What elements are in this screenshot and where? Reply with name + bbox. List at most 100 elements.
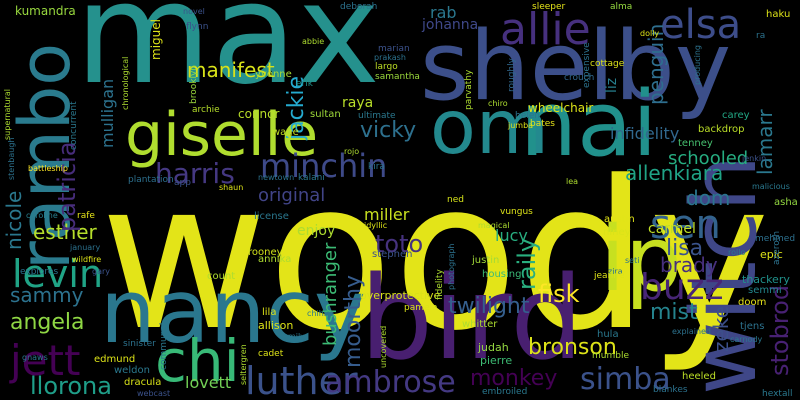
cloud-word: newtown (258, 173, 295, 182)
cloud-word: asha (774, 197, 798, 208)
cloud-word: app (174, 178, 191, 188)
cloud-word: jeanne (594, 271, 625, 281)
cloud-word: crouch (564, 73, 595, 83)
cloud-word: wheelchair (528, 101, 594, 115)
cloud-word: max (75, 0, 381, 116)
cloud-word: deborah (340, 2, 378, 12)
cloud-word: sinister (123, 339, 156, 349)
cloud-word: tenney (678, 138, 713, 149)
cloud-word: sleeper (532, 2, 566, 12)
cloud-word: original (258, 185, 326, 206)
cloud-word: raily (513, 237, 541, 290)
cloud-word: cadet (258, 349, 284, 359)
cloud-word: elsa (660, 2, 742, 48)
cloud-word: om (430, 83, 549, 171)
cloud-word: esther (33, 220, 97, 244)
cloud-word: miller (364, 205, 410, 224)
cloud-word: magical (478, 221, 510, 230)
cloud-word: bird (360, 252, 584, 386)
cloud-word: buzz (640, 267, 724, 308)
cloud-word: seti (625, 256, 640, 265)
cloud-word: edmund (94, 354, 136, 365)
cloud-word: zeke (709, 306, 733, 352)
cloud-word: pamela (404, 303, 438, 313)
cloud-word: marian (378, 44, 410, 54)
cloud-word: miguel (149, 19, 163, 60)
cloud-word: ip (600, 207, 683, 312)
cloud-word: gnaws (22, 353, 48, 362)
cloud-word: simba (580, 362, 671, 397)
cloud-word: carey (722, 110, 750, 121)
cloud-word: kumandra (15, 4, 76, 18)
cloud-word: idyllic (364, 221, 388, 230)
cloud-word: rab (430, 3, 457, 22)
cloud-word: monkey (470, 366, 558, 391)
cloud-word: mulligan (98, 78, 117, 148)
cloud-word: sammy (10, 283, 84, 307)
cloud-word: mehmed (755, 234, 796, 244)
cloud-word: fidelity (435, 269, 445, 300)
cloud-word: stephen (372, 249, 413, 260)
cloud-word: archie (192, 105, 220, 115)
cloud-word: toto (375, 230, 424, 258)
cloud-word: sultan (310, 109, 341, 120)
cloud-word: azeroth (772, 230, 782, 265)
cloud-word: stobrod (766, 284, 794, 376)
cloud-word: samantha (375, 72, 420, 82)
cloud-word: allenkiara (625, 161, 724, 185)
cloud-word: jenkin (742, 154, 767, 163)
cloud-word: abbie (302, 37, 325, 46)
cloud-word: angela (10, 310, 85, 335)
cloud-word: kira (368, 162, 385, 172)
cloud-word: yvonne (255, 69, 292, 80)
cloud-word: battleship (28, 164, 68, 173)
cloud-word: doom (738, 297, 767, 308)
cloud-word: uncovered (379, 325, 388, 368)
cloud-word: erik (296, 79, 313, 89)
cloud-word: bushranger (320, 242, 341, 346)
cloud-word: vungus (500, 207, 533, 217)
cloud-word: bates (530, 119, 555, 129)
cloud-word: shelby (420, 12, 732, 122)
cloud-word: lovett (185, 373, 232, 392)
cloud-word: flynn (186, 22, 209, 32)
cloud-word: fisk (538, 280, 580, 308)
cloud-word: patricia (53, 141, 81, 232)
cloud-word: count (207, 271, 236, 282)
cloud-word: enjoy (297, 223, 336, 239)
cloud-word: judah (478, 341, 509, 354)
cloud-word: giselle (125, 100, 319, 170)
cloud-word: twilight (448, 294, 530, 319)
cloud-word: connor (238, 107, 280, 121)
cloud-word: caroline (26, 211, 58, 220)
cloud-word: wildfire (72, 255, 102, 264)
cloud-word: communal (159, 322, 169, 370)
cloud-word: malicious (752, 182, 790, 191)
cloud-word: allison (258, 319, 294, 332)
cloud-word: housing (482, 269, 522, 280)
cloud-word: allie (500, 4, 591, 55)
cloud-word: brooklyn (189, 65, 199, 104)
cloud-word: levin (12, 252, 104, 296)
cloud-word: zira (608, 267, 623, 276)
cloud-word: epic (760, 248, 783, 261)
cloud-word: overprotective (360, 289, 441, 302)
cloud-word: license (254, 211, 289, 222)
cloud-word: bronson (528, 335, 617, 360)
cloud-word: rojo (344, 147, 360, 156)
cloud-word: chi (155, 327, 240, 395)
cloud-word: largo (375, 62, 398, 72)
cloud-word: heeled (682, 371, 716, 382)
cloud-word: dracula (124, 377, 162, 388)
cloud-word: hextall (762, 389, 793, 399)
cloud-word: roughly (507, 58, 517, 92)
cloud-word: jett (10, 336, 81, 385)
cloud-word: webcast (137, 389, 171, 398)
cloud-word: rooney (248, 247, 283, 258)
cloud-word: carnody (730, 335, 763, 344)
cloud-word: blankes (653, 385, 688, 395)
cloud-word: llorona (30, 372, 112, 400)
cloud-word: supernatural (3, 89, 12, 140)
cloud-word: haku (766, 9, 791, 20)
